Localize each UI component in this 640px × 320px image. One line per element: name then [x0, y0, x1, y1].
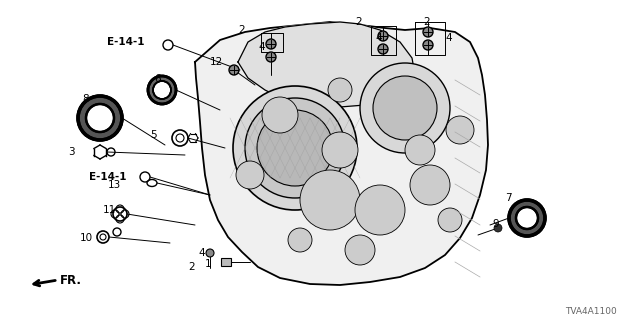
Circle shape	[257, 110, 333, 186]
Text: 1: 1	[205, 259, 212, 269]
Circle shape	[236, 161, 264, 189]
Circle shape	[360, 63, 450, 153]
Text: 2: 2	[238, 25, 244, 35]
Text: 4: 4	[258, 42, 264, 52]
Wedge shape	[148, 76, 176, 104]
Circle shape	[438, 208, 462, 232]
Wedge shape	[78, 96, 122, 140]
Text: FR.: FR.	[60, 274, 82, 286]
Circle shape	[410, 165, 450, 205]
Circle shape	[300, 170, 360, 230]
Circle shape	[262, 97, 298, 133]
Text: TVA4A1100: TVA4A1100	[565, 308, 617, 316]
Circle shape	[328, 78, 352, 102]
Text: 4: 4	[445, 33, 452, 43]
Text: 4: 4	[198, 248, 205, 258]
Text: 2: 2	[355, 17, 362, 27]
Text: E-14-1: E-14-1	[107, 37, 145, 47]
Circle shape	[322, 132, 358, 168]
Circle shape	[378, 31, 388, 41]
Text: 6: 6	[154, 74, 161, 84]
Text: 11: 11	[103, 205, 116, 215]
Circle shape	[245, 98, 345, 198]
Circle shape	[266, 39, 276, 49]
Circle shape	[446, 116, 474, 144]
Circle shape	[229, 65, 239, 75]
Text: 5: 5	[150, 130, 157, 140]
Circle shape	[423, 27, 433, 37]
Circle shape	[266, 52, 276, 62]
Text: 12: 12	[210, 57, 223, 67]
Circle shape	[373, 76, 437, 140]
Polygon shape	[238, 22, 415, 107]
Text: E-14-1: E-14-1	[89, 172, 127, 182]
Text: 2: 2	[423, 17, 429, 27]
Text: 4: 4	[375, 33, 381, 43]
Bar	[221, 258, 231, 266]
Text: 7: 7	[505, 193, 511, 203]
Circle shape	[206, 249, 214, 257]
Circle shape	[288, 228, 312, 252]
Text: 10: 10	[80, 233, 93, 243]
Circle shape	[405, 135, 435, 165]
Wedge shape	[509, 200, 545, 236]
Text: 8: 8	[82, 94, 88, 104]
Circle shape	[423, 40, 433, 50]
Circle shape	[345, 235, 375, 265]
Circle shape	[233, 86, 357, 210]
Polygon shape	[195, 22, 488, 285]
Text: 2: 2	[188, 262, 195, 272]
Circle shape	[355, 185, 405, 235]
Circle shape	[494, 224, 502, 232]
Text: 13: 13	[108, 180, 121, 190]
Text: 3: 3	[68, 147, 75, 157]
Text: 9: 9	[492, 219, 499, 229]
Circle shape	[378, 44, 388, 54]
